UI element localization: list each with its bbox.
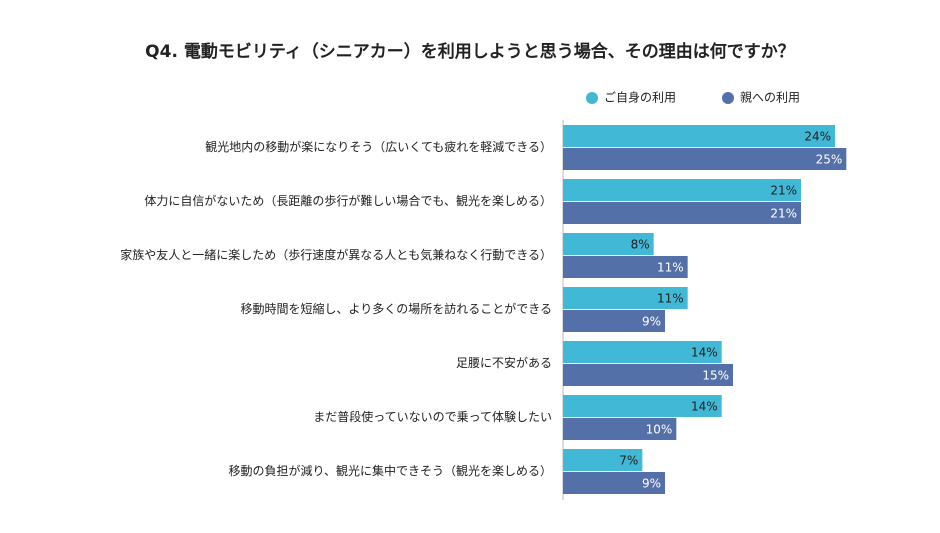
bar	[563, 364, 733, 386]
value-label: 10%	[646, 423, 673, 437]
y-tick-label: 家族や友人と一緒に楽しため（歩行速度が異なる人とも気兼ねなく行動できる）	[120, 247, 552, 262]
bar	[563, 341, 722, 363]
legend-marker	[586, 92, 598, 104]
bar	[563, 449, 643, 471]
value-label: 11%	[657, 261, 684, 275]
bar	[563, 418, 677, 440]
legend-label: 親への利用	[740, 91, 800, 105]
bar	[563, 472, 665, 494]
value-label: 11%	[657, 292, 684, 306]
value-label: 9%	[642, 315, 661, 329]
bar	[563, 395, 722, 417]
bar	[563, 148, 847, 170]
y-tick-label: 移動の負担が減り、観光に集中できそう（観光を楽しめる）	[228, 463, 552, 478]
legend-marker	[722, 92, 734, 104]
value-label: 25%	[816, 153, 843, 167]
bar	[563, 125, 835, 147]
y-tick-label: まだ普段使っていないので乗って体験したい	[313, 409, 552, 424]
y-tick-label: 体力に自信がないため（長距離の歩行が難しい場合でも、観光を楽しめる）	[144, 193, 552, 208]
bar	[563, 233, 654, 255]
value-label: 14%	[691, 400, 718, 414]
bar	[563, 256, 688, 278]
value-label: 21%	[770, 184, 797, 198]
value-label: 14%	[691, 346, 718, 360]
bar	[563, 202, 801, 224]
value-label: 8%	[631, 238, 650, 252]
value-label: 15%	[702, 369, 729, 383]
bar	[563, 179, 801, 201]
legend-label: ご自身の利用	[604, 90, 676, 105]
value-label: 9%	[642, 477, 661, 491]
chart-title: Q4. 電動モビリティ（シニアカー）を利用しようと思う場合、その理由は何ですか？	[145, 41, 795, 62]
bar	[563, 287, 688, 309]
value-label: 7%	[619, 454, 638, 468]
value-label: 24%	[804, 130, 831, 144]
y-tick-label: 観光地内の移動が楽になりそう（広いくても疲れを軽減できる）	[205, 139, 552, 154]
bar	[563, 310, 665, 332]
y-tick-label: 足腰に不安がある	[456, 355, 552, 370]
value-label: 21%	[770, 207, 797, 221]
y-tick-label: 移動時間を短縮し、より多くの場所を訪れることができる	[240, 301, 552, 316]
